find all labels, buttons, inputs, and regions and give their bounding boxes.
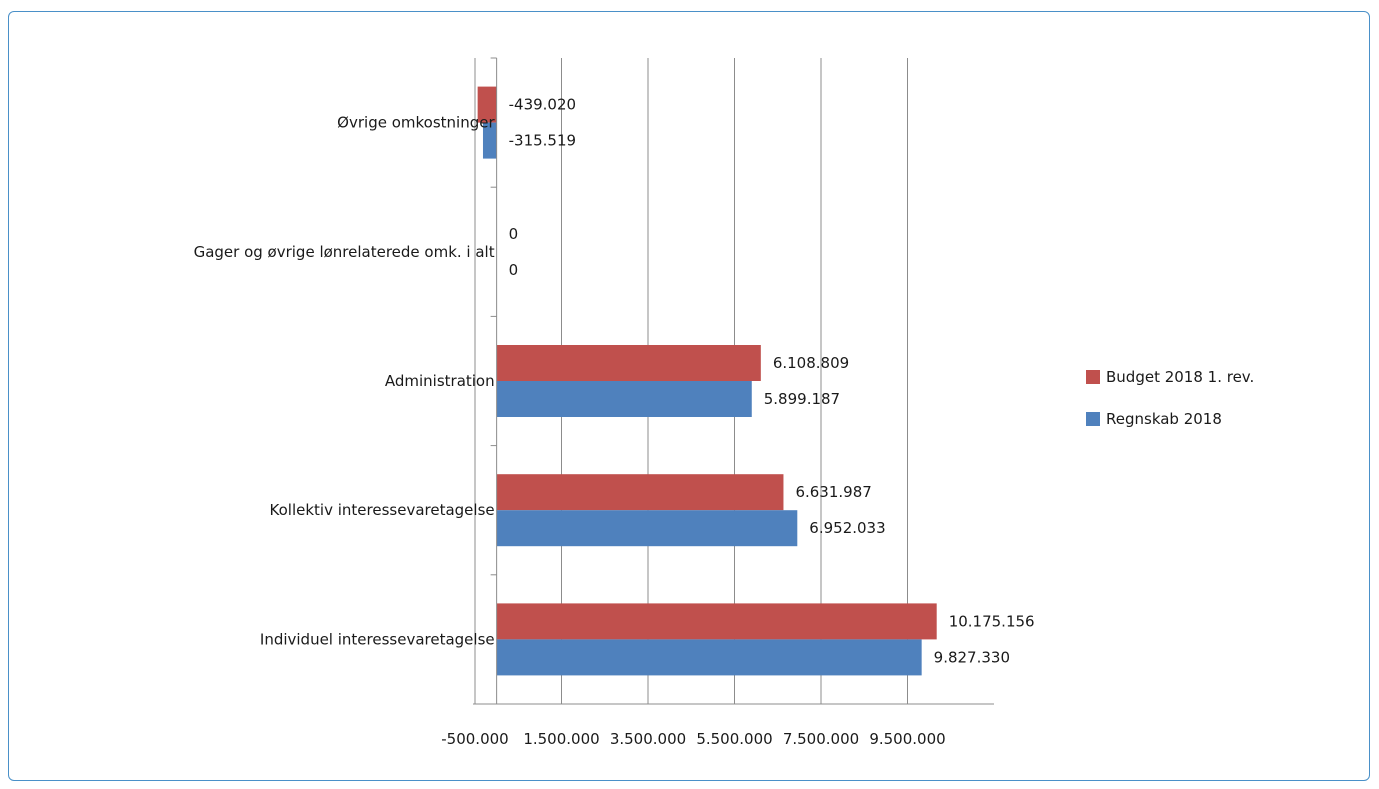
data-label: -315.519 <box>509 132 576 150</box>
legend: Budget 2018 1. rev. Regnskab 2018 <box>1086 368 1254 428</box>
bars <box>477 86 937 676</box>
axes <box>473 57 994 705</box>
x-tick-label: 3.500.000 <box>610 730 686 748</box>
bar <box>496 345 761 381</box>
data-label: 6.631.987 <box>795 483 871 501</box>
data-label: 0 <box>509 225 519 243</box>
legend-label: Budget 2018 1. rev. <box>1106 368 1254 386</box>
category-label: Individuel interessevaretagelse <box>260 630 495 648</box>
data-label: 6.952.033 <box>809 519 885 537</box>
x-tick-labels: -500.000 1.500.000 3.500.000 5.500.000 7.500… <box>441 730 945 748</box>
legend-swatch <box>1086 412 1100 426</box>
bar <box>496 474 784 511</box>
x-tick-label: 1.500.000 <box>523 730 599 748</box>
gridlines <box>474 58 908 704</box>
bar <box>496 639 922 676</box>
data-label: 10.175.156 <box>949 612 1035 630</box>
data-label: 5.899.187 <box>764 390 840 408</box>
value-labels: -439.020 -315.519 0 0 6.108.809 5.899.187 6.63… <box>509 96 1035 667</box>
data-label: 6.108.809 <box>773 354 849 372</box>
data-label: -439.020 <box>509 96 576 114</box>
category-label: Øvrige omkostninger <box>337 114 495 132</box>
bar <box>482 122 497 159</box>
bar <box>496 510 798 547</box>
x-tick-label: -500.000 <box>441 730 508 748</box>
category-label: Kollektiv interessevaretagelse <box>270 501 495 519</box>
category-label: Gager og øvrige lønrelaterede omk. i alt <box>194 243 495 261</box>
category-label: Administration <box>385 372 495 390</box>
legend-label: Regnskab 2018 <box>1106 410 1222 428</box>
data-label: 0 <box>509 261 519 279</box>
legend-swatch <box>1086 370 1100 384</box>
data-label: 9.827.330 <box>934 648 1010 666</box>
x-tick-label: 5.500.000 <box>696 730 772 748</box>
category-labels: Øvrige omkostninger Gager og øvrige lønre… <box>194 114 496 649</box>
x-tick-label: 7.500.000 <box>783 730 859 748</box>
bar <box>477 86 497 123</box>
x-tick-label: 9.500.000 <box>869 730 945 748</box>
bar <box>496 603 937 640</box>
bar <box>496 381 752 417</box>
